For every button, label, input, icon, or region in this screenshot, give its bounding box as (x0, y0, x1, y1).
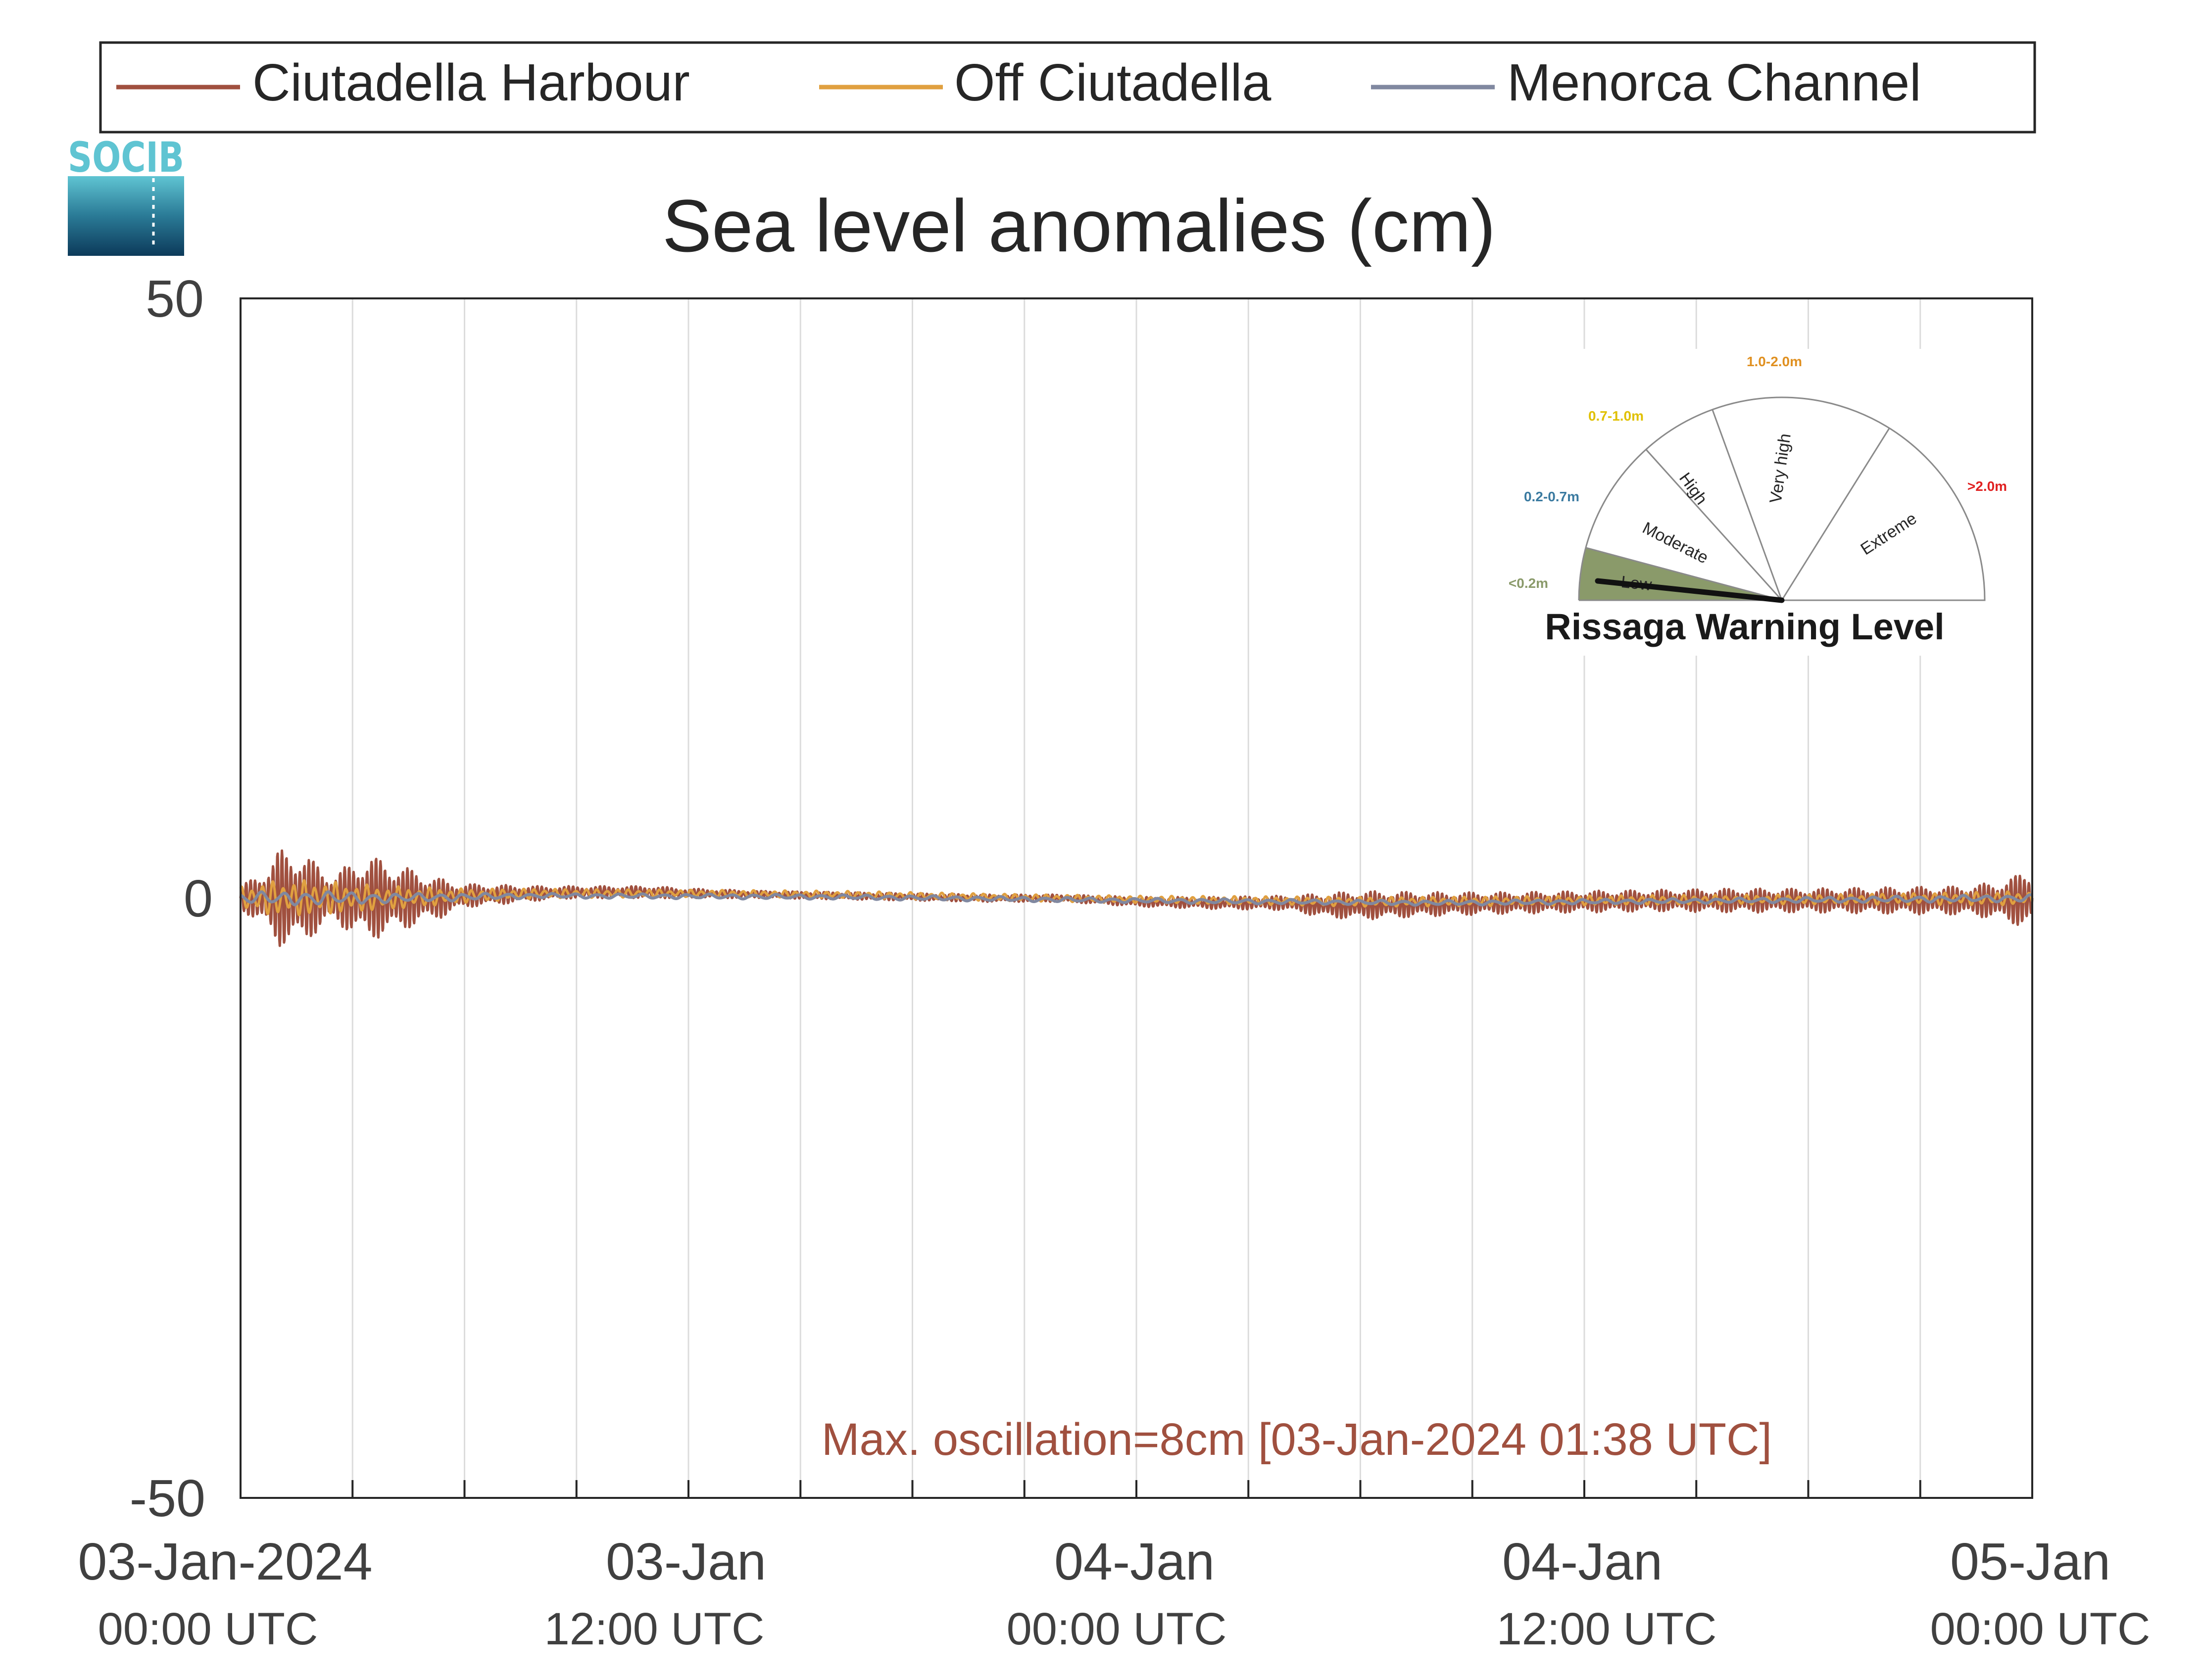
y-axis: 50 0 -50 (130, 270, 213, 1528)
gauge-range-extreme: >2.0m (1967, 479, 2007, 494)
gauge-divider (1781, 428, 1890, 601)
x-tick-date: 03-Jan (606, 1533, 766, 1591)
gauge-outline (1578, 396, 1986, 601)
legend-frame (99, 41, 2036, 134)
legend-label-off-ciutadella: Off Ciutadella (954, 53, 1271, 112)
x-tick-date: 04-Jan (1502, 1533, 1663, 1591)
legend-label-menorca-channel: Menorca Channel (1507, 53, 1921, 112)
x-axis: 03-Jan-2024 00:00 UTC 03-Jan 12:00 UTC 0… (78, 1533, 2150, 1654)
x-tick-time: 12:00 UTC (1497, 1604, 1717, 1654)
x-tick-date: 04-Jan (1054, 1533, 1215, 1591)
gauge-divider (1585, 547, 1782, 601)
gauge-range-high: 0.7-1.0m (1588, 408, 1644, 424)
gauge-title: Rissaga Warning Level (1545, 606, 1944, 647)
x-tick-date: 05-Jan (1950, 1533, 2110, 1591)
x-tick-time: 00:00 UTC (1930, 1604, 2151, 1654)
socib-logo: SOCIB (68, 133, 184, 256)
gauge-divider (1712, 409, 1783, 601)
rissaga-warning-gauge: Low Moderate High Very high Extreme <0.2… (1495, 349, 2014, 656)
gauge-range-moderate: 0.2-0.7m (1524, 489, 1579, 504)
x-tick-marks (351, 1480, 1921, 1498)
legend-label-ciutadella-harbour: Ciutadella Harbour (252, 53, 690, 112)
y-tick-label: 50 (146, 270, 204, 328)
max-oscillation-annotation: Max. oscillation=8cm [03-Jan-2024 01:38 … (822, 1414, 1772, 1465)
socib-logo-text: SOCIB (68, 133, 184, 182)
x-tick-time: 00:00 UTC (1007, 1604, 1227, 1654)
gauge-range-low: <0.2m (1509, 576, 1548, 591)
gauge-background (1495, 349, 2014, 656)
y-tick-label: -50 (130, 1469, 205, 1528)
y-tick-label: 0 (184, 869, 213, 928)
chart-title: Sea level anomalies (cm) (662, 184, 1496, 267)
x-tick-time: 12:00 UTC (544, 1604, 765, 1654)
gauge-dividers (1585, 409, 1890, 601)
x-tick-time: 00:00 UTC (98, 1604, 318, 1654)
gauge-divider (1645, 449, 1783, 601)
x-tick-date: 03-Jan-2024 (78, 1533, 372, 1591)
series-line-menorca-channel (239, 890, 2034, 907)
socib-logo-block (68, 176, 184, 256)
series-layer (239, 849, 2034, 947)
gauge-needle (1595, 578, 1785, 603)
gauge-range-very-high: 1.0-2.0m (1747, 354, 1802, 369)
legend: Ciutadella Harbour Off Ciutadella Menorc… (99, 41, 2036, 134)
